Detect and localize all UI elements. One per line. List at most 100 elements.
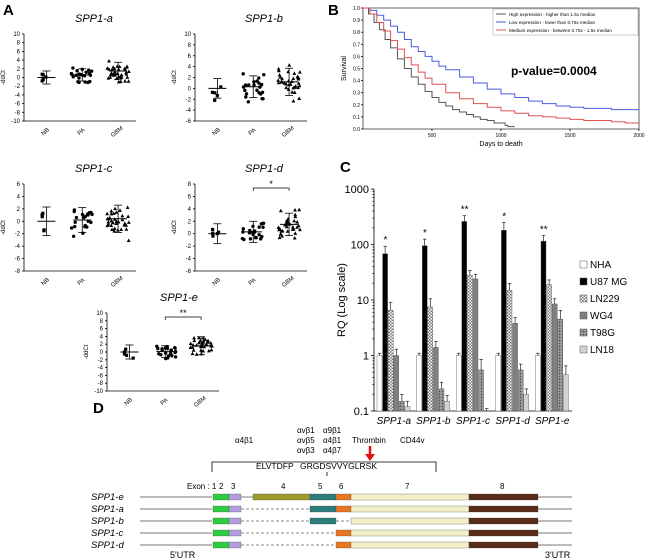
data-point bbox=[190, 351, 195, 356]
exon-2 bbox=[212, 541, 230, 549]
data-point bbox=[157, 352, 161, 356]
scatter-subplot-SPP1-d: SPP1-d -6 -4 -2 0 2 4 6 8 -ddCt NB PA GBM * bbox=[172, 163, 307, 289]
y-tick-label: 100 bbox=[351, 240, 369, 252]
data-point bbox=[119, 227, 124, 232]
x-tick-label-SPP1-e: SPP1-e bbox=[535, 416, 570, 427]
y-tick-label: 2 bbox=[188, 219, 192, 225]
x-tick-label: 1000 bbox=[495, 133, 506, 139]
y-tick-label: 8 bbox=[188, 182, 192, 188]
exon-6 bbox=[335, 505, 352, 513]
x-tick-label-GBM: GBM bbox=[110, 126, 124, 139]
data-point bbox=[83, 224, 87, 229]
y-tick-label: 0.0 bbox=[353, 127, 360, 133]
y-axis-label: RQ (Log scale) bbox=[336, 263, 348, 337]
y-axis-label: -ddCt bbox=[1, 70, 7, 85]
motif-label: α4β7 bbox=[323, 446, 342, 455]
data-point bbox=[290, 227, 295, 232]
data-point bbox=[298, 227, 302, 232]
data-point bbox=[257, 225, 261, 229]
data-point bbox=[124, 353, 129, 357]
exon-number-3: 3 bbox=[231, 482, 236, 491]
x-axis-label: Days to death bbox=[479, 141, 522, 148]
data-point bbox=[69, 226, 74, 230]
exon-2 bbox=[212, 505, 230, 513]
exon-3 bbox=[228, 529, 242, 537]
data-point bbox=[87, 71, 92, 75]
panel-label-b: B bbox=[328, 2, 339, 19]
exon-7 bbox=[350, 505, 470, 513]
exon-prefix-label: Exon : 1 bbox=[187, 482, 217, 491]
data-point bbox=[259, 222, 264, 226]
exon-5 bbox=[309, 517, 337, 525]
y-tick-label: 0.1 bbox=[354, 406, 369, 418]
y-axis-label: -ddCt bbox=[172, 70, 178, 85]
data-point bbox=[293, 214, 298, 219]
data-point bbox=[125, 205, 130, 209]
data-point bbox=[160, 348, 164, 352]
data-point bbox=[75, 69, 79, 73]
bar-U87 MG-SPP1-d bbox=[501, 230, 507, 412]
data-point bbox=[116, 79, 121, 84]
data-point bbox=[111, 211, 116, 215]
y-tick-label: 8 bbox=[17, 41, 21, 47]
data-point bbox=[201, 338, 206, 343]
data-point bbox=[205, 340, 210, 344]
bar-NHA-SPP1-b bbox=[416, 355, 422, 412]
y-tick-label: 4 bbox=[188, 207, 192, 213]
data-point bbox=[124, 70, 129, 74]
y-tick-label: -6 bbox=[186, 269, 192, 275]
data-point bbox=[89, 69, 94, 73]
x-tick-label-SPP1-b: SPP1-b bbox=[416, 416, 451, 427]
data-point bbox=[206, 338, 210, 343]
data-point bbox=[166, 354, 171, 358]
data-point bbox=[276, 80, 281, 85]
data-point bbox=[210, 90, 215, 94]
data-point bbox=[106, 76, 111, 80]
data-point bbox=[114, 210, 119, 214]
data-point bbox=[209, 344, 213, 348]
y-tick-label: 6 bbox=[100, 327, 104, 333]
data-point bbox=[81, 73, 85, 78]
isoform-label-b: SPP1-b bbox=[91, 516, 124, 527]
y-tick-label: -6 bbox=[15, 257, 21, 263]
data-point bbox=[112, 66, 117, 71]
y-tick-label: -2 bbox=[186, 244, 192, 250]
x-tick-label-NB: NB bbox=[41, 277, 51, 287]
data-point bbox=[71, 75, 75, 79]
legend-entry: High expression - higher than 1.5x media… bbox=[509, 12, 596, 17]
data-point bbox=[86, 80, 90, 85]
x-tick-label-NB: NB bbox=[212, 127, 222, 137]
isoform-track-SPP1-a bbox=[140, 505, 572, 513]
exon-3 bbox=[228, 517, 242, 525]
motif-label: αvβ3 bbox=[297, 446, 315, 455]
data-point bbox=[296, 75, 300, 80]
survival-curve-2 bbox=[363, 7, 639, 124]
exon-7 bbox=[350, 493, 470, 501]
panel-label-c: C bbox=[340, 159, 351, 176]
exon-8 bbox=[468, 505, 539, 513]
data-point bbox=[201, 340, 205, 345]
data-point bbox=[261, 97, 265, 101]
bar-WG4-SPP1-d bbox=[512, 323, 518, 412]
x-tick-label: 2000 bbox=[633, 133, 644, 139]
legend-entry: Low expression - lower than 0.75x median bbox=[509, 20, 595, 25]
data-point bbox=[85, 212, 90, 216]
y-tick-label: 2 bbox=[17, 67, 21, 73]
subplot-title: SPP1-d bbox=[245, 163, 284, 175]
y-tick-label: -8 bbox=[15, 110, 21, 116]
data-point bbox=[116, 219, 121, 224]
legend-swatch bbox=[579, 311, 588, 320]
y-tick-label: -2 bbox=[98, 358, 104, 364]
y-tick-label: 2 bbox=[100, 342, 104, 348]
bar-T98G-SPP1-d bbox=[518, 369, 524, 412]
exon-number-7: 7 bbox=[405, 482, 410, 491]
data-point bbox=[192, 335, 196, 340]
x-tick-label-GBM: GBM bbox=[281, 276, 295, 289]
y-tick-label: 0.7 bbox=[353, 42, 360, 48]
isoform-tracks bbox=[140, 493, 572, 549]
sequence-elvtdfp: ELVTDFP bbox=[256, 461, 294, 471]
data-point bbox=[131, 356, 135, 360]
data-point bbox=[255, 88, 259, 92]
data-point bbox=[71, 234, 76, 238]
y-tick-label: 0 bbox=[17, 76, 21, 82]
